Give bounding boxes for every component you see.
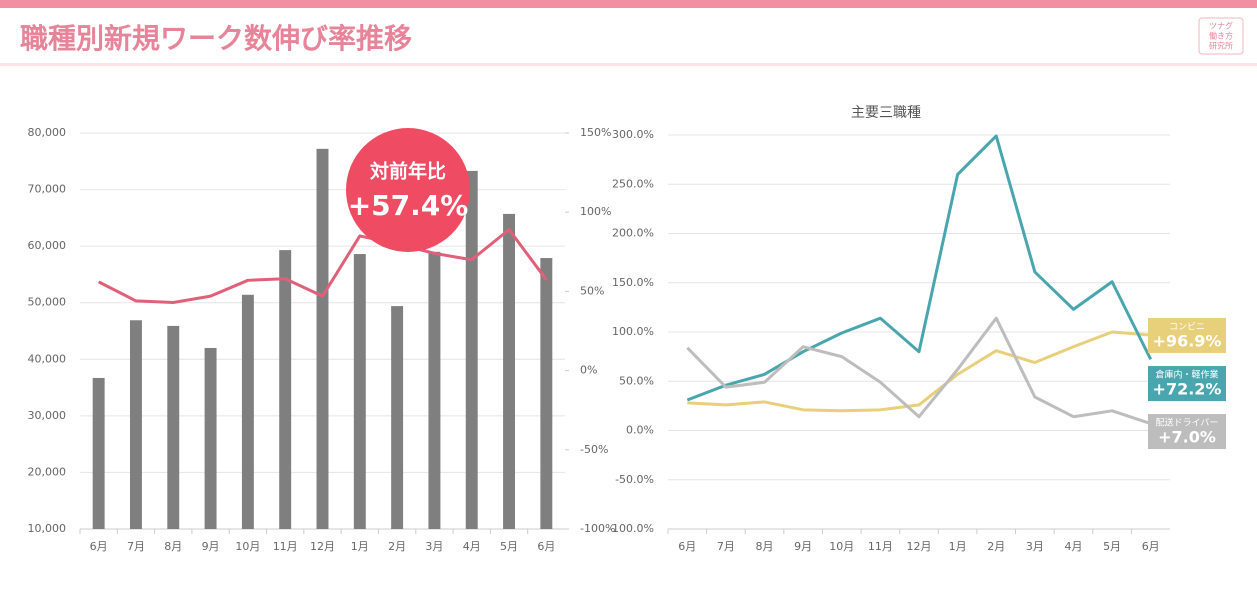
y-tick-label: 70,000 xyxy=(28,183,67,196)
end-label-name: 配送ドライバー xyxy=(1156,417,1219,429)
x-tick-label: 10月 xyxy=(235,540,260,553)
x-tick-label: 5月 xyxy=(1103,540,1121,553)
bar xyxy=(129,320,142,529)
y-tick-label: 40,000 xyxy=(28,352,67,365)
y-tick-label: 250.0% xyxy=(612,177,654,190)
x-tick-label: 12月 xyxy=(310,540,335,553)
bar xyxy=(92,377,105,529)
x-tick-label: 3月 xyxy=(1026,540,1044,553)
x-tick-label: 8月 xyxy=(164,540,182,553)
y-tick-label: 200.0% xyxy=(612,227,654,240)
line xyxy=(97,228,548,304)
bar xyxy=(241,294,254,529)
y-tick-label: 150.0% xyxy=(612,276,654,289)
x-tick-label: 12月 xyxy=(907,540,932,553)
bar xyxy=(540,258,553,529)
badge xyxy=(346,128,470,252)
end-label-value: +96.9% xyxy=(1153,332,1222,351)
line xyxy=(687,330,1151,413)
y-tick-label: 100.0% xyxy=(612,325,654,338)
x-tick-label: 4月 xyxy=(1064,540,1082,553)
x-tick-label: 6月 xyxy=(678,540,696,553)
logo-text: 研究所 xyxy=(1209,41,1233,51)
logo-text: 働き方 xyxy=(1209,31,1233,41)
x-tick-label: 4月 xyxy=(463,540,481,553)
y2-tick-label: 0% xyxy=(580,364,597,377)
x-tick-label: 1月 xyxy=(949,540,967,553)
y2-tick-label: 150% xyxy=(580,126,611,139)
y-tick-label: -100.0% xyxy=(608,522,654,535)
x-tick-label: 11月 xyxy=(868,540,893,553)
y-tick-label: 30,000 xyxy=(28,409,67,422)
bar xyxy=(279,250,292,530)
y2-tick-label: -100% xyxy=(580,522,615,535)
bar xyxy=(503,213,516,529)
x-tick-label: 5月 xyxy=(500,540,518,553)
y-tick-label: 20,000 xyxy=(28,465,67,478)
x-tick-label: 10月 xyxy=(829,540,854,553)
y2-tick-label: 50% xyxy=(580,284,604,297)
x-tick-label: 11月 xyxy=(273,540,298,553)
badge-text: 対前年比 xyxy=(369,160,446,183)
line xyxy=(686,134,1153,402)
y-tick-label: 10,000 xyxy=(28,522,67,535)
x-tick-label: 7月 xyxy=(717,540,735,553)
logo-text: ツナグ xyxy=(1209,21,1233,31)
x-tick-label: 9月 xyxy=(202,540,220,553)
y2-tick-label: -50% xyxy=(580,443,608,456)
y2-tick-label: 100% xyxy=(580,205,611,218)
y-tick-label: 0.0% xyxy=(626,424,654,437)
top-bar xyxy=(0,0,1257,8)
y-tick-label: -50.0% xyxy=(615,473,654,486)
line xyxy=(686,316,1152,426)
end-label: コンビニ+96.9% xyxy=(1148,318,1226,354)
x-tick-label: 3月 xyxy=(425,540,443,553)
end-label-box xyxy=(1148,318,1226,354)
end-label-box xyxy=(1148,414,1226,450)
page-title: 職種別新規ワーク数伸び率推移 xyxy=(20,22,412,55)
x-tick-label: 1月 xyxy=(351,540,369,553)
logo-box xyxy=(1198,17,1244,55)
bar xyxy=(391,306,404,529)
end-label: 倉庫内・軽作業+72.2% xyxy=(1148,366,1226,402)
bar xyxy=(167,325,180,529)
bar xyxy=(316,148,329,529)
bar xyxy=(428,251,441,530)
end-label: 配送ドライバー+7.0% xyxy=(1148,414,1226,450)
x-tick-label: 6月 xyxy=(1142,540,1160,553)
end-label-box xyxy=(1148,366,1226,402)
bar xyxy=(353,254,366,529)
x-tick-label: 2月 xyxy=(987,540,1005,553)
x-tick-label: 2月 xyxy=(388,540,406,553)
chart-title: 主要三職種 xyxy=(851,105,921,121)
x-tick-label: 8月 xyxy=(756,540,774,553)
end-label-name: コンビニ xyxy=(1169,322,1205,333)
y-tick-label: 60,000 xyxy=(28,239,67,252)
x-tick-label: 6月 xyxy=(90,540,108,553)
y-tick-label: 50,000 xyxy=(28,296,67,309)
end-label-value: +7.0% xyxy=(1158,428,1216,447)
end-label-value: +72.2% xyxy=(1153,380,1222,399)
bar xyxy=(465,170,478,529)
x-tick-label: 6月 xyxy=(537,540,555,553)
x-tick-label: 9月 xyxy=(794,540,812,553)
end-label-name: 倉庫内・軽作業 xyxy=(1155,369,1218,381)
y-tick-label: 80,000 xyxy=(28,126,67,139)
bar xyxy=(204,347,217,529)
badge-value: +57.4% xyxy=(348,189,469,222)
header-rule xyxy=(0,63,1257,66)
y-tick-label: 300.0% xyxy=(612,128,654,141)
x-tick-label: 7月 xyxy=(127,540,145,553)
y-tick-label: 50.0% xyxy=(619,374,654,387)
